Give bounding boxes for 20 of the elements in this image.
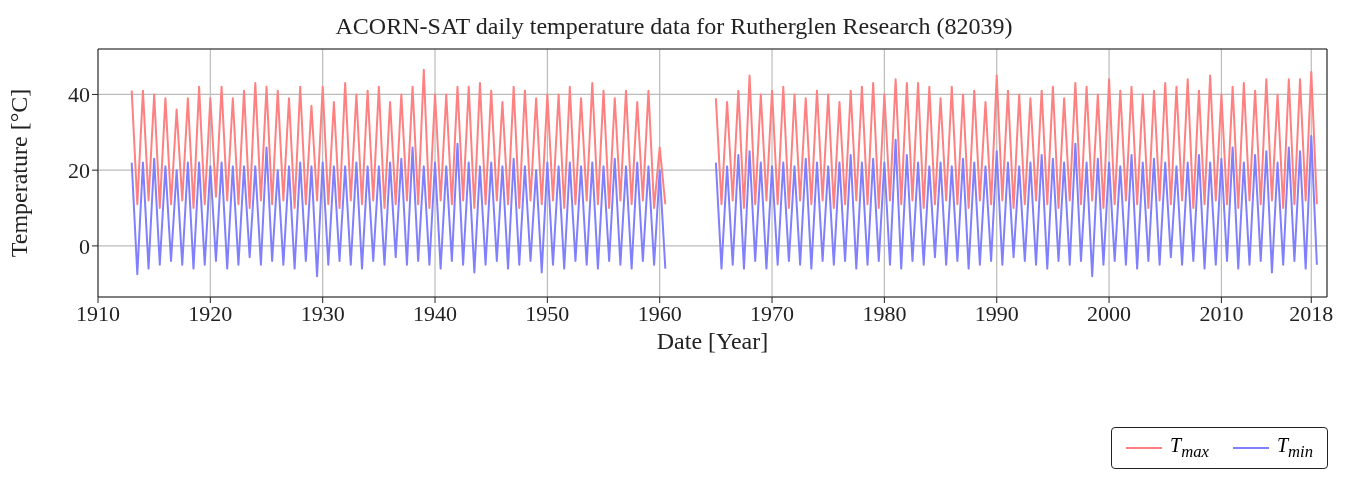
x-tick-label: 1940 bbox=[413, 300, 458, 326]
x-tick-label: 1960 bbox=[637, 300, 682, 326]
x-tick-label: 1970 bbox=[750, 300, 795, 326]
y-tick-label: 0 bbox=[79, 233, 90, 259]
legend-label: T$_{max}$ bbox=[1170, 434, 1209, 462]
y-axis-title: Temperature [°C] bbox=[5, 88, 32, 258]
legend-label: T$_{min}$ bbox=[1276, 434, 1313, 462]
y-tick-label: 20 bbox=[68, 157, 90, 183]
x-tick-label: 1920 bbox=[188, 300, 233, 326]
x-tick-label: 2000 bbox=[1087, 300, 1132, 326]
x-tick-label: 1930 bbox=[300, 300, 345, 326]
x-tick-label: 1980 bbox=[862, 300, 907, 326]
x-tick-label: 2010 bbox=[1199, 300, 1244, 326]
x-tick-label: 2018 bbox=[1289, 300, 1334, 326]
chart-title: ACORN-SAT daily temperature data for Rutherglen Research (82039) bbox=[334, 12, 1014, 41]
x-tick-label: 1990 bbox=[974, 300, 1019, 326]
y-tick-label: 40 bbox=[68, 82, 90, 108]
x-axis-title: Date [Year] bbox=[656, 328, 769, 354]
x-tick-label: 1910 bbox=[76, 300, 120, 326]
x-tick-label: 1950 bbox=[525, 300, 570, 326]
